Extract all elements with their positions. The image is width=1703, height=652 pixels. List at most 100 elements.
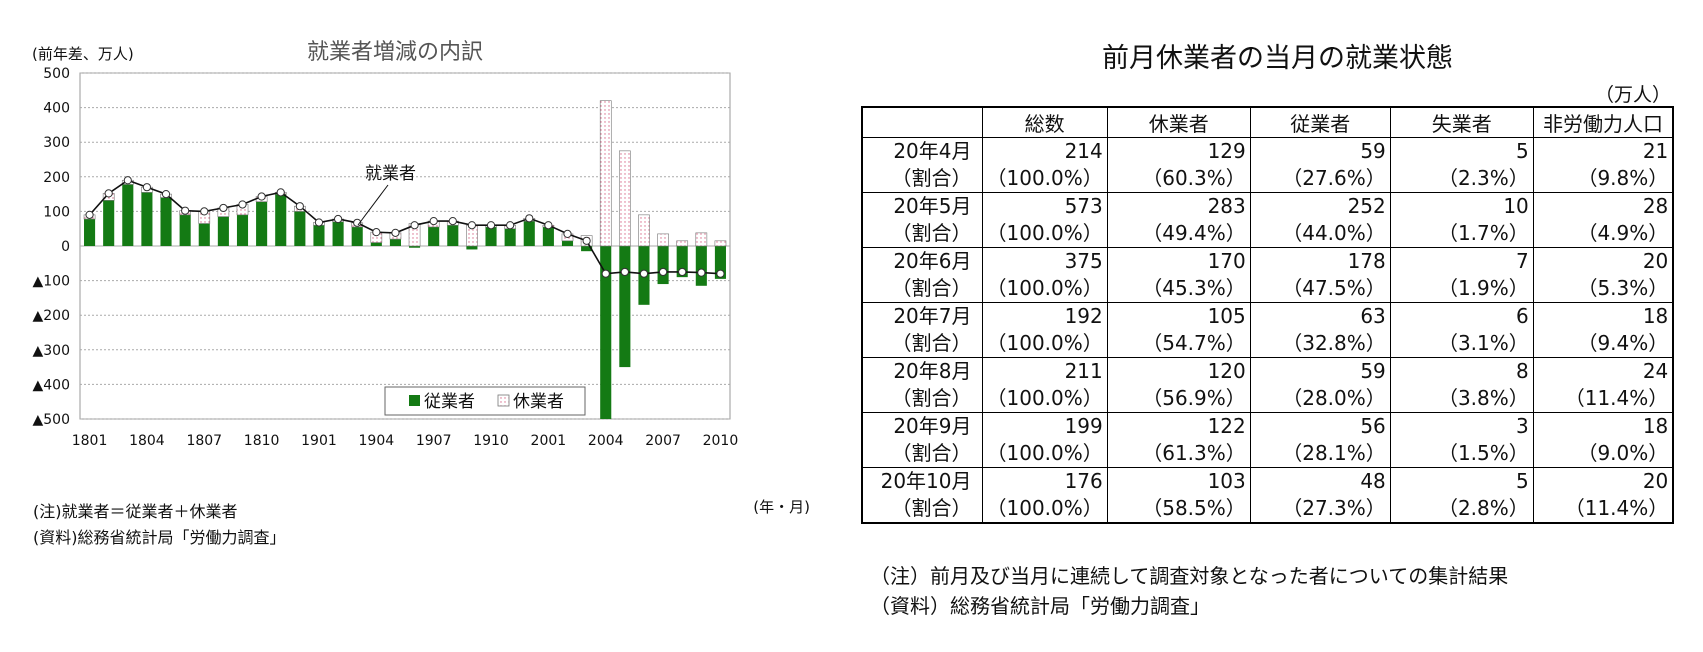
row-label-cell: 20年7月 （割合） xyxy=(861,302,983,358)
header-cell: 非労働力人口 xyxy=(1532,106,1674,138)
percent-value: （2.8%） xyxy=(1437,496,1529,520)
ratio-label: （割合） xyxy=(891,276,972,300)
table-row: 20年4月 （割合） 214 （100.0%） 129 （60.3%） 59 （27.6%） 5… xyxy=(861,137,1674,193)
percent-value: （54.7%） xyxy=(1142,331,1246,355)
annotation-leader xyxy=(357,184,389,226)
ratio-label: （割合） xyxy=(891,441,972,465)
count-value: 59 xyxy=(1360,359,1386,383)
bar-employee xyxy=(103,200,115,246)
bar-employee xyxy=(485,226,497,246)
value-cell: 176 （100.0%） xyxy=(981,467,1108,524)
table-row: 20年5月 （割合） 573 （100.0%） 283 （49.4%） 252 （44.0%）… xyxy=(861,192,1674,248)
value-cell: 10 （1.7%） xyxy=(1389,192,1534,248)
bar-employee xyxy=(619,246,631,368)
y-tick-label: 0 xyxy=(61,239,70,255)
percent-value: （58.5%） xyxy=(1142,496,1246,520)
bar-employee xyxy=(542,226,554,246)
line-point xyxy=(697,268,706,277)
y-tick-label: 400 xyxy=(43,101,70,117)
line-point xyxy=(391,228,400,237)
value-cell: 21 （9.8%） xyxy=(1532,137,1674,193)
bar-absentee xyxy=(619,150,631,247)
table-header-row: 総数 休業者 従業者 失業者 非労働力人口 xyxy=(861,106,1674,138)
percent-value: （28.0%） xyxy=(1282,386,1386,410)
percent-value: （11.4%） xyxy=(1564,496,1669,520)
bar-absentee xyxy=(638,214,650,247)
x-axis-label: (年・月) xyxy=(753,498,810,516)
percent-value: （100.0%） xyxy=(986,331,1103,355)
header-cell xyxy=(861,106,983,138)
table-title: 前月休業者の当月の就業状態 xyxy=(1102,43,1453,74)
count-value: 122 xyxy=(1207,414,1246,438)
percent-value: （27.3%） xyxy=(1282,496,1386,520)
percent-value: （45.3%） xyxy=(1142,276,1246,300)
month-label: 20年9月 xyxy=(893,414,972,438)
percent-value: （11.4%） xyxy=(1564,386,1669,410)
line-point xyxy=(563,229,572,238)
value-cell: 20 （11.4%） xyxy=(1532,467,1674,524)
x-tick-label: 2004 xyxy=(588,433,624,449)
ratio-label: （割合） xyxy=(891,331,972,355)
row-label-cell: 20年8月 （割合） xyxy=(861,357,983,413)
count-value: 176 xyxy=(1064,469,1103,493)
count-value: 59 xyxy=(1360,139,1386,163)
value-cell: 120 （56.9%） xyxy=(1106,357,1251,413)
line-point xyxy=(678,267,687,277)
line-point xyxy=(353,218,362,227)
value-cell: 6 （3.1%） xyxy=(1389,302,1534,358)
table-note: （注）前月及び当月に連続して調査対象となった者についての集計結果 xyxy=(870,564,1509,588)
count-value: 129 xyxy=(1207,139,1246,163)
bar-employee xyxy=(141,192,153,246)
line-point xyxy=(238,200,247,209)
chart-note: (注)就業者＝従業者＋休業者 xyxy=(33,502,238,521)
y-tick-label: 500 xyxy=(43,66,70,82)
work-status-table: 総数 休業者 従業者 失業者 非労働力人口 20年4月 （割合） 214 （100.0… xyxy=(861,106,1675,524)
line-point xyxy=(123,176,132,185)
percent-value: （56.9%） xyxy=(1142,386,1246,410)
y-tick-label: 300 xyxy=(43,135,70,151)
value-cell: 214 （100.0%） xyxy=(981,137,1108,193)
count-value: 105 xyxy=(1207,304,1246,328)
bar-employee xyxy=(714,246,726,279)
header-cell: 総数 xyxy=(981,106,1108,138)
x-tick-label: 1907 xyxy=(416,433,452,449)
percent-value: （32.8%） xyxy=(1282,331,1386,355)
value-cell: 178 （47.5%） xyxy=(1249,247,1391,303)
line-point xyxy=(486,221,496,230)
count-value: 283 xyxy=(1207,194,1246,218)
table-row: 20年6月 （割合） 375 （100.0%） 170 （45.3%） 178 （47.5%）… xyxy=(861,247,1674,303)
line-point xyxy=(200,207,209,216)
count-value: 5 xyxy=(1516,469,1529,493)
value-cell: 63 （32.8%） xyxy=(1249,302,1391,358)
value-cell: 573 （100.0%） xyxy=(981,192,1108,248)
count-value: 8 xyxy=(1516,359,1529,383)
bar-absentee xyxy=(599,100,612,247)
legend-swatch-absentee xyxy=(497,394,510,407)
line-point xyxy=(639,269,649,278)
table-row: 20年8月 （割合） 211 （100.0%） 120 （56.9%） 59 （28.0%） 8… xyxy=(861,357,1674,413)
month-label: 20年10月 xyxy=(880,469,972,493)
value-cell: 56 （28.1%） xyxy=(1249,412,1391,468)
line-point xyxy=(716,269,725,278)
row-label-cell: 20年5月 （割合） xyxy=(861,192,983,248)
line-point xyxy=(525,214,534,223)
count-value: 192 xyxy=(1064,304,1103,328)
table-row: 20年9月 （割合） 199 （100.0%） 122 （61.3%） 56 （28.1%） 3… xyxy=(861,412,1674,468)
count-value: 21 xyxy=(1642,139,1669,163)
bar-employee xyxy=(122,184,134,246)
value-cell: 5 （2.3%） xyxy=(1389,137,1534,193)
line-point xyxy=(219,203,228,213)
count-value: 120 xyxy=(1207,359,1246,383)
bar-employee xyxy=(466,246,478,250)
line-point xyxy=(104,189,113,198)
y-axis-label: (前年差、万人) xyxy=(32,45,134,63)
value-cell: 3 （1.5%） xyxy=(1389,412,1534,468)
count-value: 3 xyxy=(1516,414,1529,438)
annotation-label: 就業者 xyxy=(365,164,416,184)
bar-employee xyxy=(313,225,325,246)
bar-employee xyxy=(217,216,229,246)
value-cell: 48 （27.3%） xyxy=(1249,467,1391,524)
y-tick-label: ▲400 xyxy=(33,377,71,393)
x-tick-label: 1801 xyxy=(72,433,108,449)
count-value: 252 xyxy=(1347,194,1386,218)
